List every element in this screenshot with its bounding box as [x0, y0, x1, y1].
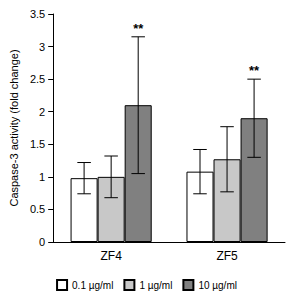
svg-text:0.5: 0.5	[30, 203, 45, 215]
svg-text:2.5: 2.5	[30, 73, 45, 85]
svg-text:1.5: 1.5	[30, 138, 45, 150]
svg-text:0: 0	[39, 236, 45, 248]
svg-text:ZF4: ZF4	[100, 249, 122, 263]
svg-text:Caspase-3 activity (fold chang: Caspase-3 activity (fold change)	[8, 49, 20, 206]
svg-text:3.5: 3.5	[30, 8, 45, 20]
svg-text:**: **	[133, 21, 144, 36]
svg-text:2: 2	[39, 106, 45, 118]
svg-text:10 µg/ml: 10 µg/ml	[198, 280, 237, 291]
svg-text:1 µg/ml: 1 µg/ml	[139, 280, 172, 291]
svg-text:ZF5: ZF5	[216, 249, 238, 263]
svg-text:0.1 µg/ml: 0.1 µg/ml	[72, 280, 113, 291]
svg-text:**: **	[249, 63, 260, 78]
svg-text:3: 3	[39, 41, 45, 53]
svg-text:1: 1	[39, 171, 45, 183]
